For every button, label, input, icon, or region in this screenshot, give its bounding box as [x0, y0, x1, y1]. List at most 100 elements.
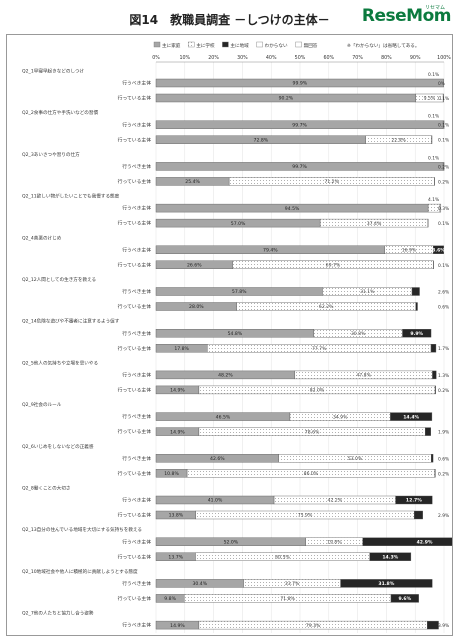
bar-segment	[390, 412, 433, 421]
row-label: 行っている主体	[118, 428, 152, 435]
bar-segment	[425, 427, 431, 436]
bar-segment	[369, 552, 412, 561]
group-label: Q2_4善悪のけじめ	[22, 234, 62, 241]
page-title: 図14 教職員調査 －しつけの主体－	[129, 13, 330, 27]
data-label: 22.9%	[391, 137, 406, 143]
x-tick-label: 80%	[381, 55, 392, 61]
x-tick-label: 10%	[179, 55, 190, 61]
legend-swatch	[256, 41, 263, 48]
row-label: 行うべき主体	[122, 372, 151, 379]
row-label: 行っている主体	[118, 136, 152, 143]
annotation-label: 0.1%	[428, 72, 439, 78]
row-label: 行うべき主体	[122, 121, 151, 128]
legend-label: わからない	[265, 42, 288, 49]
x-tick-label: 50%	[295, 55, 306, 61]
bar-segment	[430, 344, 437, 353]
data-label: 53.0%	[348, 456, 363, 462]
annotation-label: 2.9%	[438, 513, 449, 519]
data-label: 9.8%	[164, 596, 176, 602]
row-label: 行っている主体	[118, 261, 152, 268]
bar-segment	[402, 329, 432, 338]
data-label: 82.0%	[310, 388, 325, 394]
data-label: 28.0%	[189, 304, 204, 310]
bar-segment	[390, 594, 419, 603]
group-label: Q2_13自分の住んでいる地域を大切にする気持ちを教える	[22, 526, 142, 533]
bar-segment	[155, 78, 444, 88]
data-label: 12.7%	[406, 498, 422, 504]
bar-segment	[340, 579, 433, 588]
data-label: 14.9%	[170, 429, 185, 435]
group-label: Q2_12人間としての生き方を教える	[22, 276, 96, 283]
resemom-logo-ruby: リセマム	[424, 5, 445, 11]
data-label: 14.9%	[170, 623, 185, 629]
annotation-label: 0.1%	[438, 221, 449, 227]
data-label: 99.7%	[292, 122, 307, 128]
annotation-label: 0.1%	[438, 138, 449, 144]
data-label: 41.0%	[208, 498, 223, 504]
legend-label: 主に家庭	[162, 42, 181, 49]
bar-segment	[431, 454, 434, 463]
row-label: 行うべき主体	[122, 622, 151, 629]
data-label: 69.7%	[326, 263, 341, 269]
data-label: 90.2%	[279, 96, 294, 102]
group-label: Q2_14危険な遊びや不審者に注意するよう促す	[22, 318, 120, 325]
legend-label: 主に地域	[230, 42, 249, 49]
bar-segment	[411, 287, 420, 296]
annotation-label: 1.3%	[438, 373, 449, 379]
row-label: 行うべき主体	[122, 497, 151, 504]
data-label: 13.7%	[168, 554, 183, 560]
group-label: Q2_8働くことの大切さ	[22, 485, 70, 492]
row-label: 行っている主体	[118, 178, 152, 185]
data-label: 33.7%	[285, 581, 300, 587]
data-label: 71.2%	[324, 179, 339, 185]
data-label: 14.9%	[170, 388, 185, 394]
x-tick-label: 20%	[208, 55, 219, 61]
annotation-label: 0.6%	[438, 305, 449, 311]
annotation-label: 0.6%	[438, 456, 449, 462]
data-label: 14.3%	[382, 554, 398, 560]
annotation-label: 1.7%	[438, 346, 449, 352]
data-label: 42.2%	[328, 498, 343, 504]
data-label: 71.8%	[280, 596, 295, 602]
data-label: 77.7%	[312, 346, 327, 352]
data-label: 13.8%	[169, 513, 184, 519]
annotation-label: 0.2%	[438, 164, 449, 170]
legend-swatch	[187, 41, 195, 48]
data-label: 34.9%	[333, 414, 348, 420]
x-tick-label: 0%	[152, 55, 160, 61]
data-label: 54.8%	[228, 331, 243, 337]
data-label: 99.7%	[292, 164, 307, 170]
data-label: 3.6%	[432, 248, 445, 254]
row-label: 行っている主体	[118, 512, 152, 519]
stacked-bar-chart: 主に家庭 主に学校 主に地域 わからない 無回答 ※「わからない」は省略してある。 0% 10…	[22, 41, 452, 633]
data-label: 30.4%	[192, 581, 207, 587]
data-label: 52.0%	[224, 539, 239, 545]
group-label: Q2_7他の人たちと協力し合う姿勢	[22, 610, 94, 617]
bar-segment	[432, 370, 437, 380]
data-label: 30.8%	[351, 331, 366, 337]
data-label: 79.3%	[306, 623, 321, 629]
data-label: 62.2%	[319, 304, 334, 310]
x-tick-label: 60%	[323, 55, 334, 61]
data-label: 31.1%	[360, 289, 375, 295]
row-label: 行っている主体	[118, 220, 152, 227]
data-label: 75.9%	[298, 513, 313, 519]
group-label: Q2_11欲しい物がしたいことでも我慢する態度	[22, 193, 120, 200]
row-label: 行うべき主体	[122, 163, 151, 170]
row-label: 行っている主体	[118, 345, 152, 352]
data-label: 31.8%	[378, 581, 394, 587]
legend-swatch	[222, 41, 229, 48]
x-tick-label: 90%	[410, 55, 421, 61]
legend-note: ※「わからない」は省略してある。	[347, 42, 419, 49]
annotation-label: 0.2%	[438, 179, 449, 185]
bar-segment	[434, 469, 436, 478]
chart-frame: 主に家庭 主に学校 主に地域 わからない 無回答 ※「わからない」は省略してある。 0% 10…	[6, 34, 453, 636]
group-label: Q2_10地域社会や他人に積極的に貢献しようとする態度	[22, 568, 138, 575]
data-label: 25.4%	[185, 179, 200, 185]
x-tick-label: 70%	[352, 55, 363, 61]
data-label: 14.4%	[403, 414, 419, 420]
data-label: 48.2%	[218, 373, 233, 379]
x-tick-label: 30%	[237, 55, 248, 61]
row-label: 行っている主体	[118, 595, 152, 602]
row-label: 行うべき主体	[122, 413, 151, 420]
